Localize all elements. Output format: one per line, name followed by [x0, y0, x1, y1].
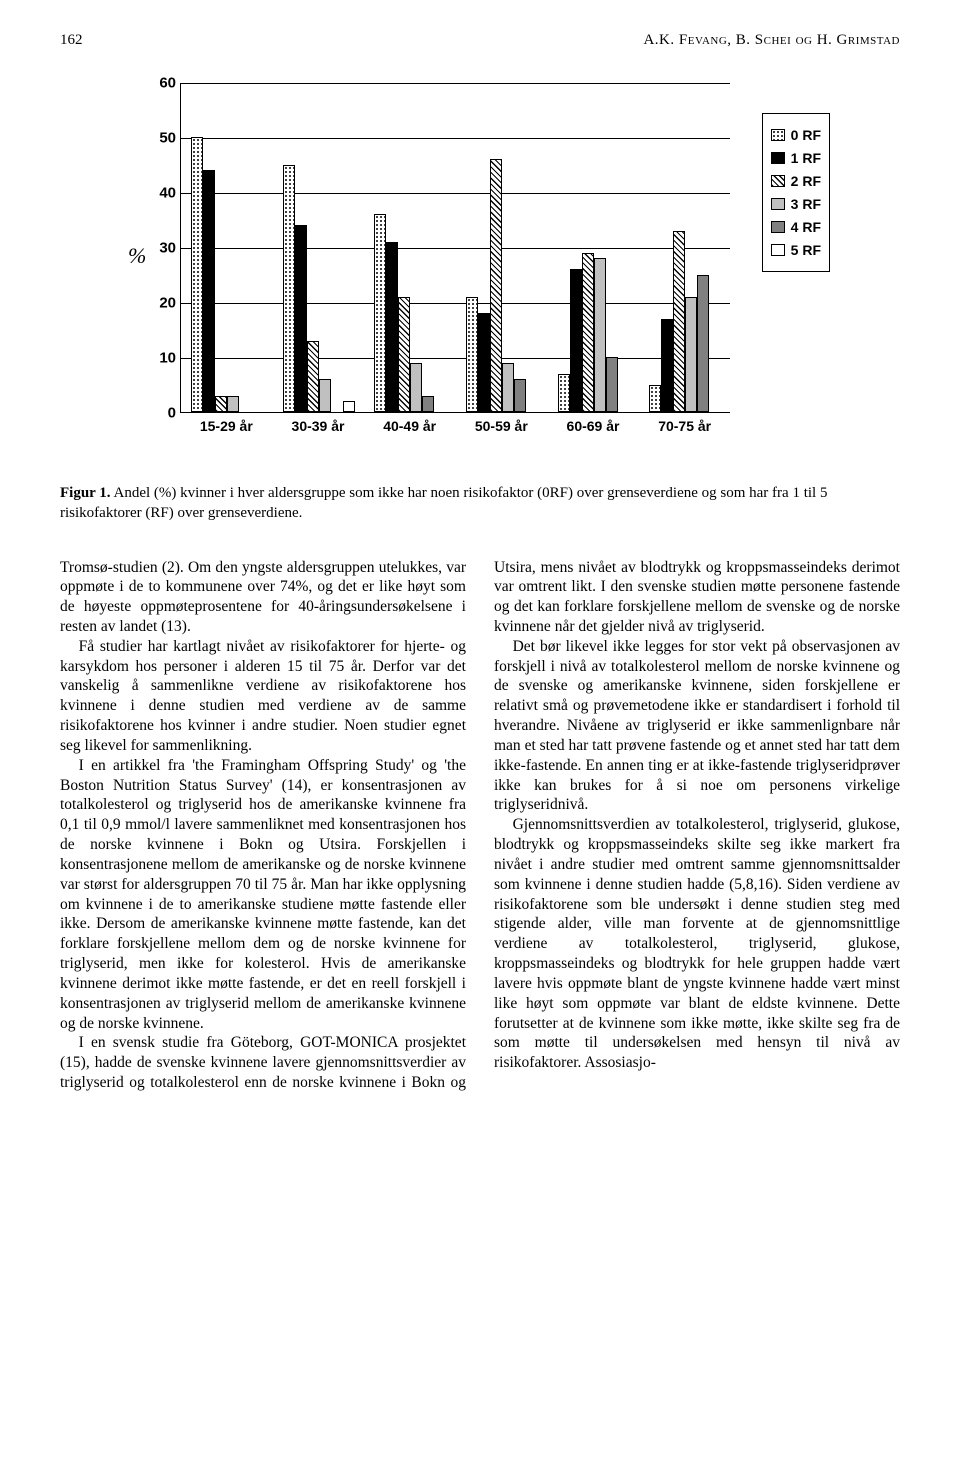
bar	[673, 231, 685, 413]
bar	[386, 242, 398, 413]
bar	[697, 275, 709, 413]
gridline	[181, 83, 730, 84]
legend-item: 2 RF	[771, 173, 821, 189]
y-tick-label: 50	[150, 130, 176, 147]
gridline	[181, 138, 730, 139]
legend-item: 5 RF	[771, 242, 821, 258]
legend-swatch	[771, 221, 785, 233]
legend-item: 4 RF	[771, 219, 821, 235]
bar	[374, 214, 386, 412]
bar	[307, 341, 319, 413]
y-tick-label: 20	[150, 295, 176, 312]
legend-item: 1 RF	[771, 150, 821, 166]
gridline	[181, 248, 730, 249]
x-tick-label: 70-75 år	[639, 418, 730, 434]
plot-area	[180, 83, 730, 413]
author-header: A.K. Fevang, B. Schei og H. Grimstad	[643, 32, 900, 49]
bar	[227, 396, 239, 413]
gridline	[181, 193, 730, 194]
gridline	[181, 303, 730, 304]
x-tick-label: 40-49 år	[364, 418, 455, 434]
x-tick-label: 60-69 år	[548, 418, 639, 434]
legend-label: 0 RF	[791, 127, 821, 143]
y-axis-label: %	[128, 243, 146, 269]
bar	[661, 319, 673, 413]
paragraph: Det bør likevel ikke legges for stor vek…	[494, 637, 900, 815]
bar	[478, 313, 490, 412]
y-tick-label: 30	[150, 240, 176, 257]
bar	[343, 401, 355, 412]
gridline	[181, 358, 730, 359]
legend-item: 0 RF	[771, 127, 821, 143]
y-tick-label: 60	[150, 75, 176, 92]
legend-label: 2 RF	[791, 173, 821, 189]
legend-swatch	[771, 198, 785, 210]
legend: 0 RF 1 RF 2 RF 3 RF 4 RF 5 RF	[762, 113, 830, 272]
x-tick-label: 15-29 år	[181, 418, 272, 434]
bar	[283, 165, 295, 413]
figure-caption: Figur 1. Andel (%) kvinner i hver alders…	[60, 483, 900, 524]
legend-swatch	[771, 152, 785, 164]
y-tick-label: 0	[150, 405, 176, 422]
paragraph: Gjennomsnittsverdien av totalkolesterol,…	[494, 815, 900, 1073]
page-number: 162	[60, 32, 83, 49]
legend-label: 4 RF	[791, 219, 821, 235]
bar	[502, 363, 514, 413]
bar	[606, 357, 618, 412]
bar	[649, 385, 661, 413]
bar	[570, 269, 582, 412]
legend-swatch	[771, 175, 785, 187]
bar-group	[283, 165, 355, 413]
y-tick-label: 40	[150, 185, 176, 202]
bar	[410, 363, 422, 413]
page-root: 162 A.K. Fevang, B. Schei og H. Grimstad…	[0, 0, 960, 1133]
x-tick-label: 50-59 år	[456, 418, 547, 434]
x-tick-label: 30-39 år	[273, 418, 364, 434]
legend-label: 3 RF	[791, 196, 821, 212]
page-header: 162 A.K. Fevang, B. Schei og H. Grimstad	[60, 32, 900, 49]
bar	[319, 379, 331, 412]
bar	[422, 396, 434, 413]
legend-item: 3 RF	[771, 196, 821, 212]
bar	[685, 297, 697, 413]
caption-label: Figur 1.	[60, 485, 111, 501]
caption-text: Andel (%) kvinner i hver aldersgruppe so…	[60, 485, 827, 521]
bar	[203, 170, 215, 412]
bar-group	[466, 159, 538, 412]
bar	[398, 297, 410, 413]
chart-figure: % 0 10 20 30 40 50 60 15-29 år30-39 år40-49 år…	[130, 73, 830, 453]
bar-group	[649, 231, 721, 413]
bar	[215, 396, 227, 413]
bar	[490, 159, 502, 412]
bar-group	[191, 137, 263, 412]
legend-label: 5 RF	[791, 242, 821, 258]
bar-group	[374, 214, 446, 412]
legend-swatch	[771, 244, 785, 256]
bar-group	[558, 253, 630, 413]
legend-swatch	[771, 129, 785, 141]
bar	[466, 297, 478, 413]
bar	[514, 379, 526, 412]
bar	[295, 225, 307, 412]
paragraph: I en artikkel fra 'the Framingham Offspr…	[60, 756, 466, 1034]
bar	[582, 253, 594, 413]
paragraph: Få studier har kartlagt nivået av risiko…	[60, 637, 466, 756]
body-text: Tromsø-studien (2). Om den yngste alders…	[60, 558, 900, 1093]
y-tick-label: 10	[150, 350, 176, 367]
legend-label: 1 RF	[791, 150, 821, 166]
bar	[191, 137, 203, 412]
bar	[558, 374, 570, 413]
bar	[594, 258, 606, 412]
paragraph: Tromsø-studien (2). Om den yngste alders…	[60, 558, 466, 637]
